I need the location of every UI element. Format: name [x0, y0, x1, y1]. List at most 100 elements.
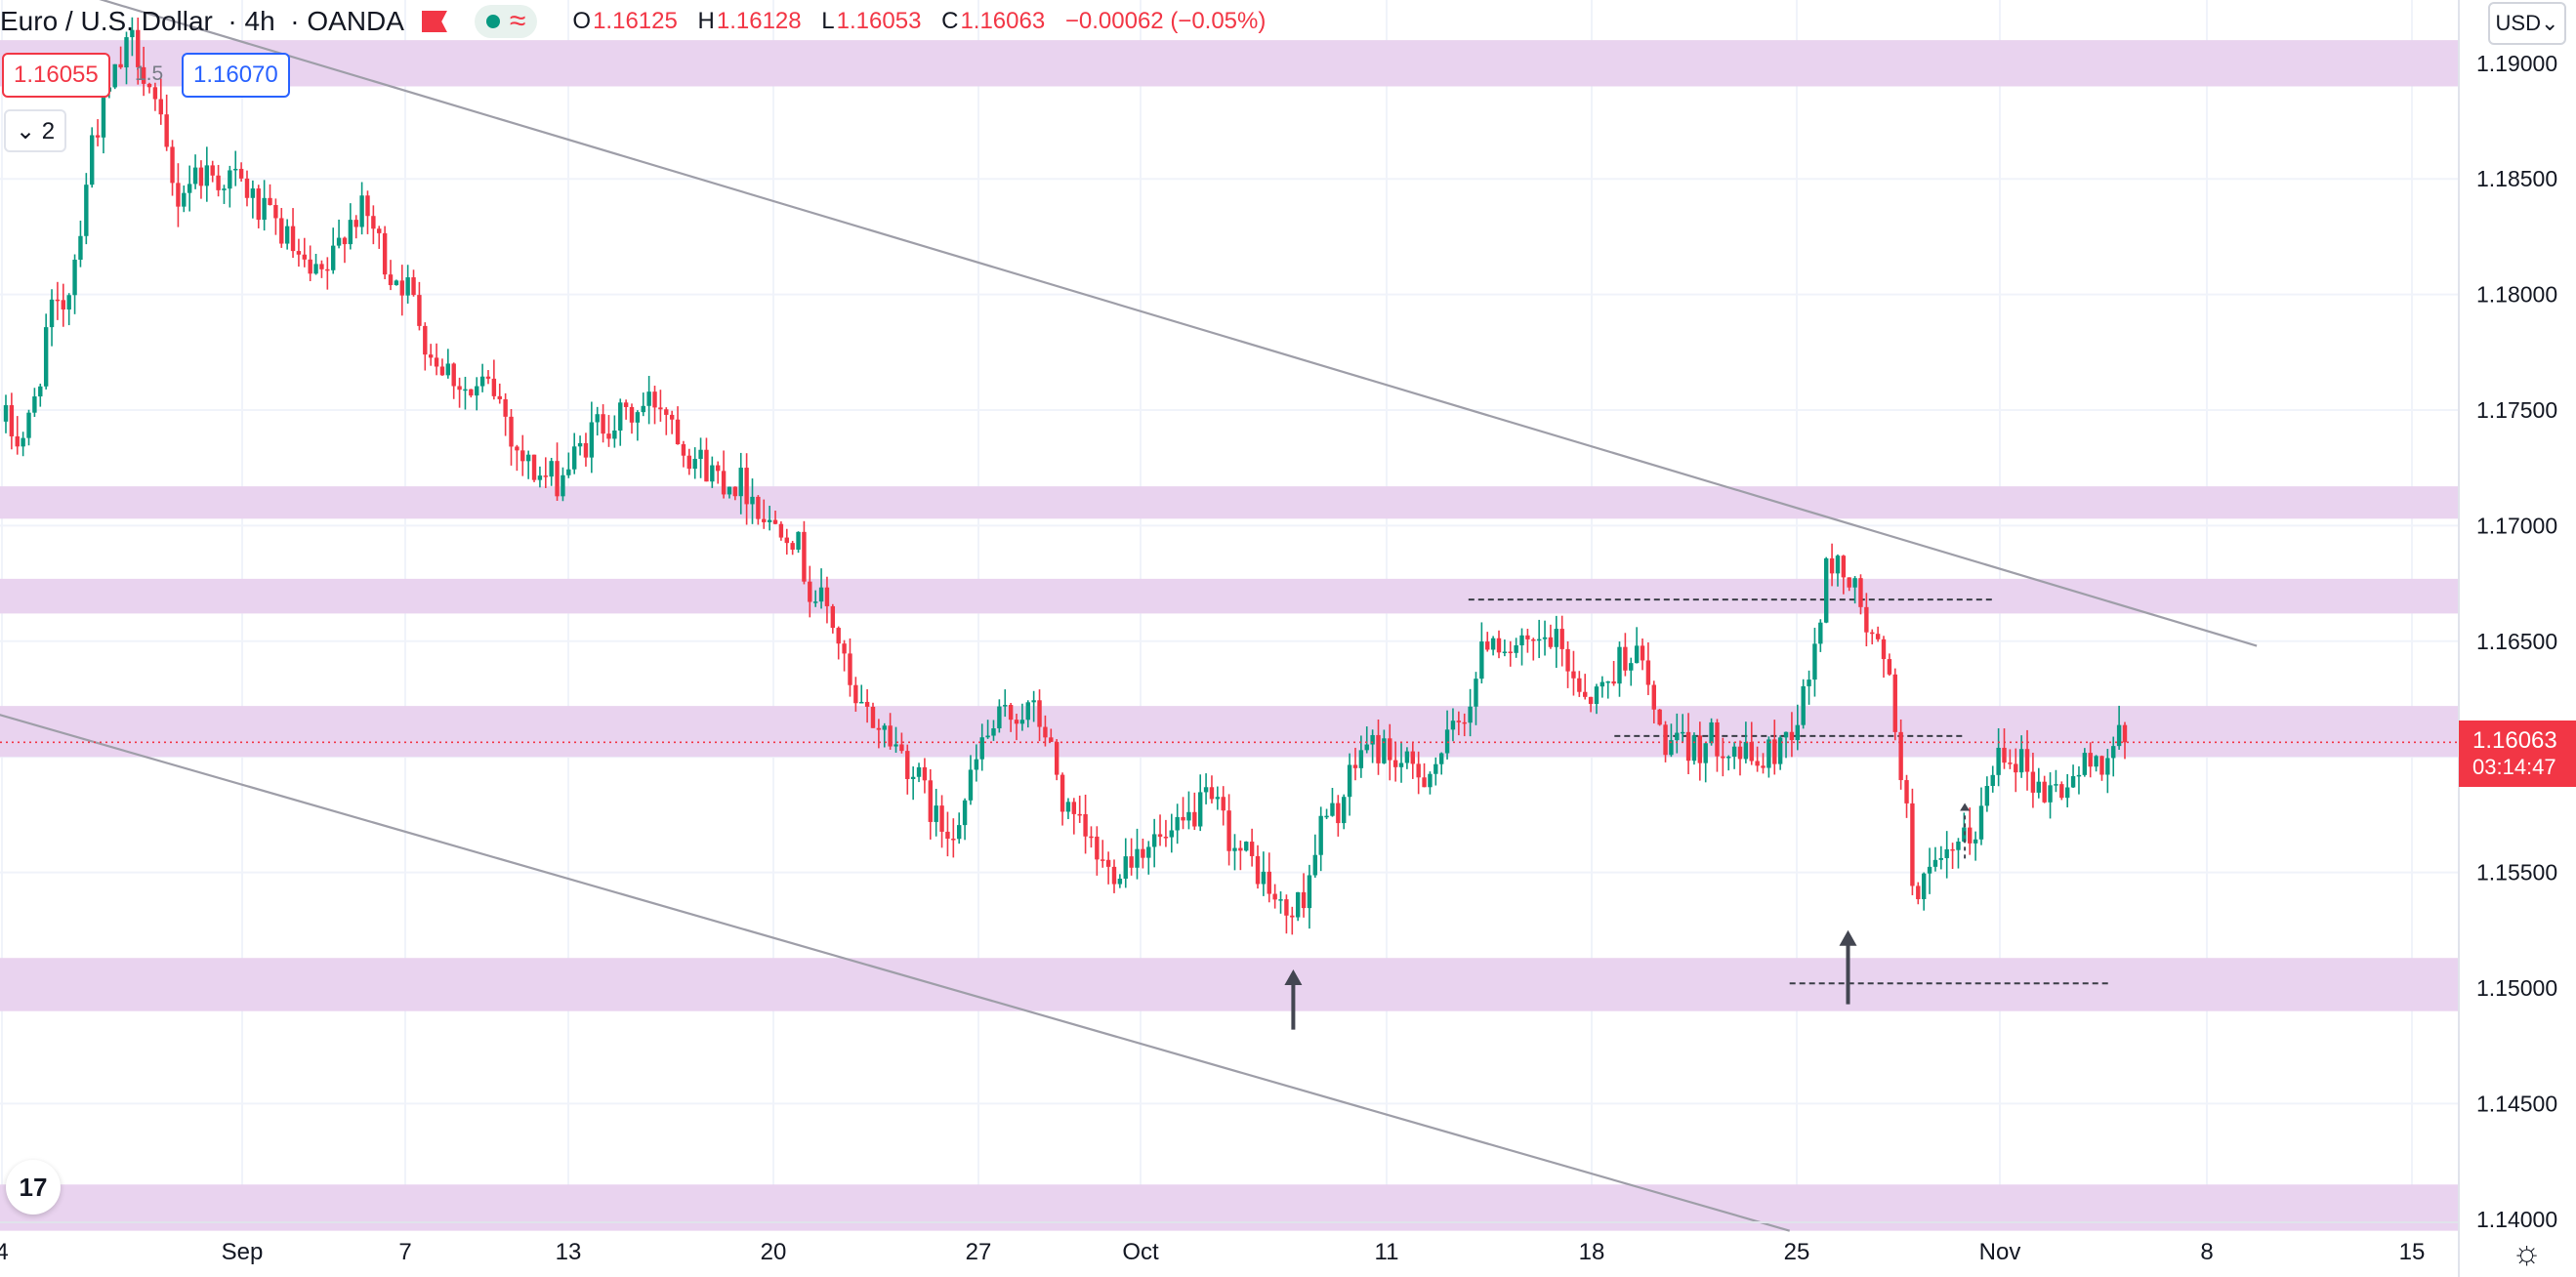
candle-body	[2048, 785, 2053, 803]
candle-body	[9, 405, 15, 436]
candle-body	[1519, 635, 1524, 645]
candle-body	[1554, 629, 1559, 647]
tradingview-logo[interactable]: 17	[6, 1160, 61, 1215]
candle-body	[772, 519, 778, 524]
candle-body	[1847, 577, 1851, 588]
candle-body	[2082, 753, 2088, 775]
sell-button[interactable]: 1.16055	[2, 53, 110, 98]
candle-body	[485, 376, 491, 379]
candle-body	[1858, 578, 1863, 607]
candle-body	[1065, 802, 1071, 812]
candle-body	[2054, 784, 2058, 786]
candle-body	[652, 391, 657, 408]
candle-body	[399, 280, 404, 296]
candle-body	[182, 192, 187, 207]
chart-header: Euro / U.S. Dollar · 4h · OANDA ≈ O1.161…	[0, 2, 1279, 41]
candle-body	[382, 232, 388, 275]
candle-body	[916, 766, 922, 777]
candle-body	[2064, 787, 2070, 799]
settings-gear-icon[interactable]: ☼	[2512, 1234, 2543, 1271]
candle-body	[1008, 705, 1014, 721]
candle-body	[1392, 760, 1398, 767]
candle-body	[1416, 763, 1421, 778]
candle-body	[164, 114, 169, 147]
candle-body	[228, 170, 232, 189]
candle-body	[469, 389, 474, 396]
candle-body	[1301, 891, 1307, 909]
candle-body	[1157, 834, 1163, 838]
candle-body	[893, 744, 898, 747]
market-status-pill[interactable]: ≈	[474, 5, 538, 38]
candle-body	[1232, 847, 1237, 851]
candle-body	[1117, 878, 1123, 885]
candle-body	[1807, 680, 1811, 686]
candle-body	[537, 475, 543, 480]
candle-body	[1244, 842, 1249, 851]
candle-body	[525, 454, 531, 462]
candle-body	[882, 725, 887, 730]
candle-body	[957, 825, 962, 840]
candle-body	[1973, 839, 1978, 844]
x-tick-label: 4	[0, 1239, 9, 1265]
candle-body	[1221, 797, 1226, 811]
candle-body	[1841, 556, 1847, 578]
candle-body	[136, 29, 141, 67]
candle-body	[1181, 816, 1185, 821]
candle-body	[1715, 721, 1720, 757]
candle-body	[1990, 774, 1995, 787]
candle-body	[1645, 660, 1651, 685]
candle-body	[818, 587, 824, 602]
candle-body	[1388, 738, 1392, 761]
candle-body	[1342, 797, 1347, 824]
buy-button[interactable]: 1.16070	[182, 53, 290, 98]
candle-body	[888, 725, 893, 747]
candle-body	[1978, 805, 1984, 840]
candle-body	[1887, 659, 1892, 675]
candle-body	[2099, 756, 2104, 775]
high-value: 1.16128	[716, 8, 802, 34]
candle-body	[26, 412, 31, 438]
candle-body	[1703, 743, 1708, 763]
candle-body	[1875, 634, 1881, 639]
indicators-toggle-button[interactable]: ⌄ 2	[4, 109, 66, 152]
candle-body	[1450, 721, 1456, 730]
candle-body	[250, 188, 256, 198]
candle-body	[1634, 645, 1640, 664]
candle-body	[463, 389, 468, 391]
candle-body	[72, 260, 77, 296]
candle-body	[66, 295, 71, 310]
candle-body	[934, 805, 938, 822]
flag-icon[interactable]	[421, 11, 447, 32]
candle-body	[204, 165, 210, 186]
candle-body	[520, 450, 525, 462]
y-tick-label: 1.16500	[2476, 629, 2557, 654]
candle-body	[445, 363, 451, 376]
candle-body	[348, 220, 353, 245]
candle-body	[1284, 899, 1289, 916]
candle-body	[1105, 859, 1111, 867]
candle-body	[1496, 638, 1502, 653]
arrow-head-icon	[1839, 929, 1857, 946]
candle-body	[124, 37, 129, 68]
candle-body	[658, 407, 663, 410]
candle-body	[922, 766, 928, 781]
candle-body	[503, 398, 508, 417]
candle-body	[55, 299, 61, 302]
candle-body	[1444, 729, 1450, 754]
candle-body	[910, 776, 916, 779]
candle-body	[1938, 857, 1944, 860]
candle-body	[279, 218, 284, 244]
candle-body	[1789, 731, 1795, 741]
candle-body	[1290, 915, 1295, 918]
candle-body	[1818, 622, 1823, 644]
symbol-title[interactable]: Euro / U.S. Dollar · 4h · OANDA	[0, 6, 404, 36]
candle-body	[1916, 886, 1921, 900]
candle-body	[853, 684, 858, 704]
sr-zone	[0, 958, 2459, 1011]
candle-body	[571, 446, 577, 470]
candle-body	[675, 419, 681, 445]
currency-button[interactable]: USD⌄	[2488, 2, 2566, 45]
candle-body	[1685, 731, 1691, 762]
candle-body	[1025, 702, 1030, 721]
